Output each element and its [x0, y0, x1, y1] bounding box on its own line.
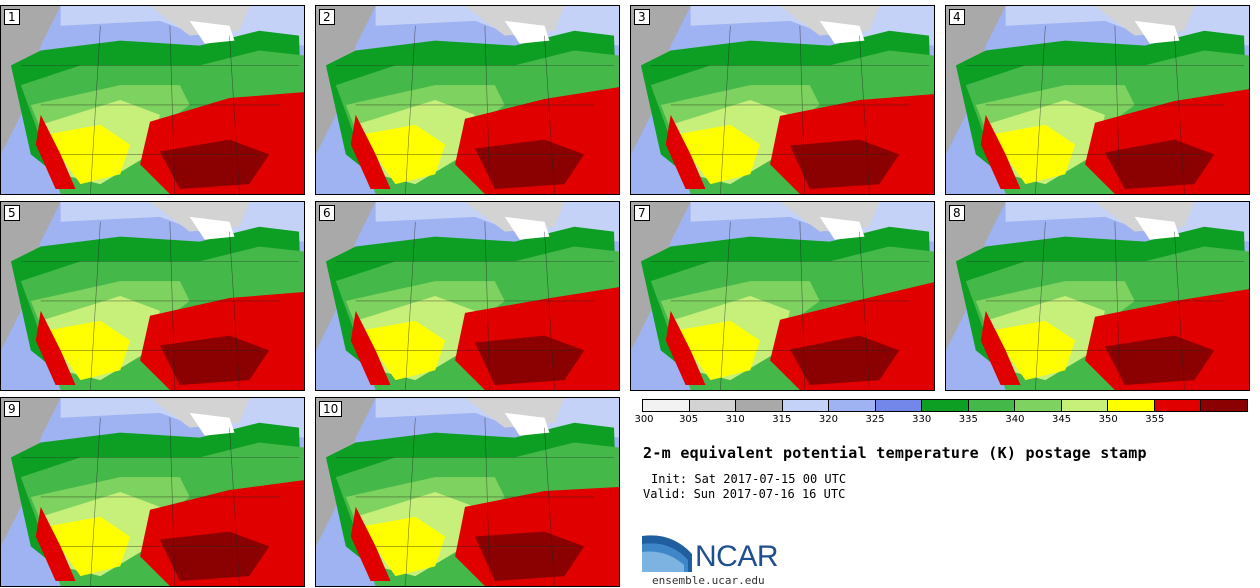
postage-stamp-map: 2	[315, 5, 620, 195]
valid-time: Valid: Sun 2017-07-16 16 UTC	[643, 487, 846, 501]
map-image	[316, 398, 619, 586]
colorbar-tick-label: 300	[634, 414, 654, 425]
postage-stamp-map: 6	[315, 201, 620, 391]
colorbar-cell	[1154, 400, 1202, 411]
stamp-number-label: 8	[949, 205, 965, 221]
colorbar-cell	[689, 400, 737, 411]
map-image	[946, 6, 1249, 194]
stamp-number-label: 5	[4, 205, 20, 221]
website-url: ensemble.ucar.edu	[652, 574, 765, 587]
colorbar-tick-label: 340	[1005, 414, 1025, 425]
colorbar-ticks: 300 305 310 315 320 325 330 335 340 345 350 355	[634, 414, 1248, 428]
map-image	[1, 202, 304, 390]
colorbar-cell	[1015, 400, 1062, 411]
map-image	[1, 6, 304, 194]
colorbar-cell	[829, 400, 876, 411]
map-image	[316, 6, 619, 194]
stamp-number-label: 6	[319, 205, 335, 221]
colorbar-tick-label: 315	[772, 414, 792, 425]
colorbar	[642, 399, 1248, 412]
colorbar-tick-label: 310	[725, 414, 745, 425]
map-image	[631, 6, 934, 194]
colorbar-tick-label: 320	[818, 414, 838, 425]
stamp-number-label: 1	[4, 9, 20, 25]
map-image	[1, 398, 304, 586]
colorbar-tick-label: 305	[679, 414, 699, 425]
map-image	[316, 202, 619, 390]
stamp-number-label: 9	[4, 401, 20, 417]
colorbar-cell	[643, 400, 690, 411]
postage-stamp-map: 7	[630, 201, 935, 391]
stamp-number-label: 2	[319, 9, 335, 25]
colorbar-cell	[1201, 400, 1247, 411]
stamp-number-label: 10	[319, 401, 343, 417]
colorbar-cell	[875, 400, 923, 411]
stamp-number-label: 3	[634, 9, 650, 25]
map-image	[631, 202, 934, 390]
colorbar-cell	[1108, 400, 1155, 411]
colorbar-cell	[968, 400, 1016, 411]
postage-stamp-map: 8	[945, 201, 1250, 391]
stamp-number-label: 7	[634, 205, 650, 221]
colorbar-cell	[736, 400, 783, 411]
postage-stamp-map: 9	[0, 397, 305, 587]
colorbar-tick-label: 325	[865, 414, 885, 425]
colorbar-tick-label: 355	[1145, 414, 1165, 425]
colorbar-tick-label: 350	[1098, 414, 1118, 425]
postage-stamp-map: 10	[315, 397, 620, 587]
ncar-logo-text: NCAR	[695, 540, 779, 573]
colorbar-tick-label: 335	[958, 414, 978, 425]
ncar-logo-icon	[642, 535, 692, 572]
postage-stamp-map: 3	[630, 5, 935, 195]
colorbar-cell	[782, 400, 830, 411]
colorbar-cell	[922, 400, 969, 411]
colorbar-cell	[1061, 400, 1109, 411]
postage-stamp-map: 5	[0, 201, 305, 391]
colorbar-tick-label: 330	[912, 414, 932, 425]
figure-title: 2-m equivalent potential temperature (K)…	[643, 444, 1147, 462]
map-image	[946, 202, 1249, 390]
init-time: Init: Sat 2017-07-15 00 UTC	[651, 472, 847, 486]
colorbar-tick-label: 345	[1051, 414, 1072, 425]
postage-stamp-map: 1	[0, 5, 305, 195]
stamp-number-label: 4	[949, 9, 965, 25]
postage-stamp-map: 4	[945, 5, 1250, 195]
